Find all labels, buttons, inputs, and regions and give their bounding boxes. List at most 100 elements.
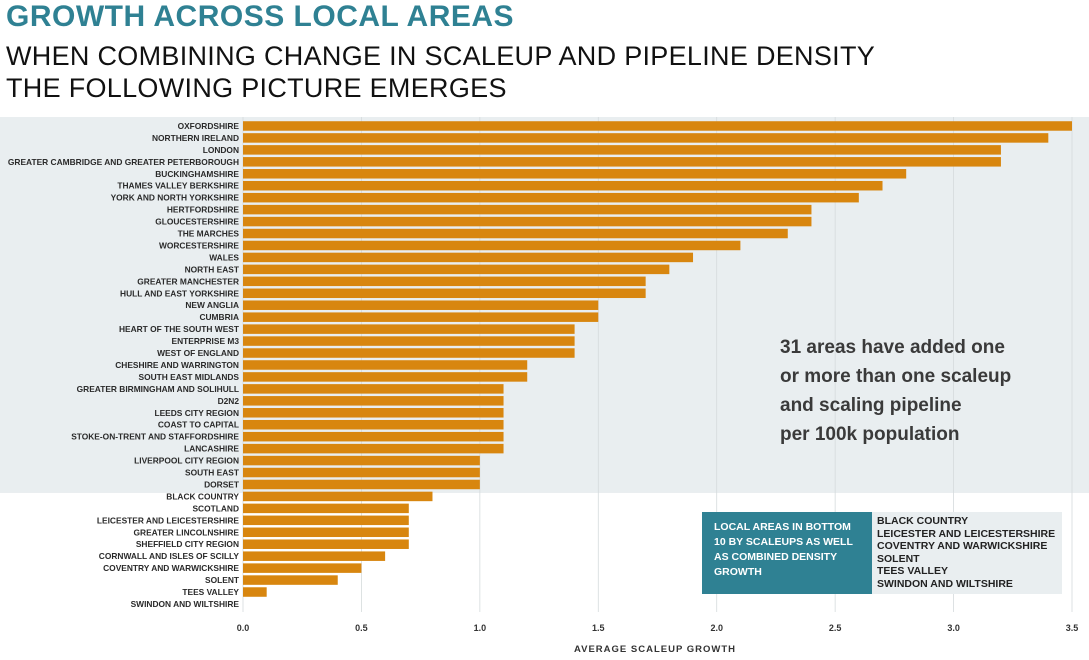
category-label: GREATER CAMBRIDGE AND GREATER PETERBOROU… (8, 157, 239, 167)
x-tick-label: 2.5 (829, 623, 842, 633)
category-label: GLOUCESTERSHIRE (155, 217, 239, 227)
category-label: WEST OF ENGLAND (157, 348, 239, 358)
bar (243, 192, 859, 203)
bar (243, 563, 362, 573)
category-label: LEEDS CITY REGION (154, 408, 239, 418)
category-label: D2N2 (218, 396, 240, 406)
category-label: GREATER MANCHESTER (137, 276, 239, 286)
category-label: CORNWALL AND ISLES OF SCILLY (99, 551, 240, 561)
category-label: TEES VALLEY (182, 587, 239, 597)
annotation-line: or more than one scaleup (780, 366, 1012, 387)
bar (243, 312, 599, 322)
legend-label-line: LOCAL AREAS IN BOTTOM (714, 521, 851, 533)
bar (243, 324, 575, 334)
annotation-line: and scaling pipeline (780, 395, 962, 416)
bar (243, 348, 575, 358)
legend-list-item: LEICESTER AND LEICESTERSHIRE (877, 527, 1056, 540)
bar (243, 133, 1049, 143)
bar (243, 575, 338, 585)
x-axis-label: AVERAGE SCALEUP GROWTH (574, 644, 736, 655)
category-label: NEW ANGLIA (185, 300, 239, 310)
category-label: STOKE-ON-TRENT AND STAFFORDSHIRE (71, 432, 239, 442)
bar (243, 216, 812, 227)
bar (243, 419, 504, 430)
bar (243, 288, 646, 299)
bar (243, 408, 504, 418)
bar (243, 228, 788, 239)
category-label: WALES (209, 252, 239, 262)
bar (243, 145, 1001, 155)
bar (243, 252, 694, 263)
x-tick-label: 0.0 (237, 623, 250, 633)
bar (243, 276, 646, 287)
x-tick-labels: 0.0 0.5 1.0 1.5 2.0 2.5 3.0 3.5 (237, 623, 1079, 633)
x-tick-label: 1.5 (592, 623, 605, 633)
category-label: BLACK COUNTRY (166, 491, 239, 501)
category-label: OXFORDSHIRE (178, 121, 240, 131)
category-label: LIVERPOOL CITY REGION (134, 456, 239, 466)
category-label: HEART OF THE SOUTH WEST (119, 324, 240, 334)
x-tick-label: 3.5 (1066, 623, 1079, 633)
bar (243, 180, 883, 191)
bars (243, 121, 1072, 597)
legend-list-item: SWINDON AND WILTSHIRE (877, 577, 1013, 590)
bar (243, 372, 528, 382)
category-label: BUCKINGHAMSHIRE (155, 169, 239, 179)
category-label: SHEFFIELD CITY REGION (136, 539, 239, 549)
category-label: HULL AND EAST YORKSHIRE (120, 288, 239, 298)
category-label: HERTFORDSHIRE (167, 205, 240, 215)
category-label: DORSET (204, 479, 240, 489)
x-tick-label: 1.0 (474, 623, 487, 633)
legend-box-label: LOCAL AREAS IN BOTTOM 10 BY SCALEUPS AS … (702, 512, 872, 594)
category-label: YORK AND NORTH YORKSHIRE (111, 193, 240, 203)
category-label: LEICESTER AND LEICESTERSHIRE (97, 515, 239, 525)
x-tick-label: 2.0 (710, 623, 723, 633)
bar (243, 240, 741, 251)
category-label: SCOTLAND (192, 503, 239, 513)
category-labels: OXFORDSHIRE NORTHERN IRELAND LONDON GREATER… (8, 121, 240, 609)
category-label: CUMBRIA (199, 312, 239, 322)
bar (243, 336, 575, 346)
category-label: SOUTH EAST MIDLANDS (139, 372, 240, 382)
category-label: CHESHIRE AND WARRINGTON (115, 360, 239, 370)
bar (243, 479, 480, 490)
bar (243, 467, 480, 478)
legend-label-line: AS COMBINED DENSITY (714, 551, 838, 563)
category-label: THE MARCHES (178, 229, 240, 239)
legend-box-list: BLACK COUNTRY LEICESTER AND LEICESTERSHI… (872, 512, 1062, 594)
category-label: NORTH EAST (185, 264, 240, 274)
bar (243, 300, 599, 310)
category-label: SWINDON AND WILTSHIRE (131, 599, 240, 609)
category-label: NORTHERN IRELAND (152, 133, 239, 143)
category-label: GREATER LINCOLNSHIRE (134, 527, 240, 537)
category-label: LANCASHIRE (184, 444, 239, 454)
bar (243, 551, 386, 561)
category-label: LONDON (203, 145, 239, 155)
bar (243, 587, 267, 597)
category-label: WORCESTERSHIRE (159, 240, 239, 250)
category-label: COAST TO CAPITAL (158, 420, 239, 430)
bar (243, 443, 504, 454)
annotation-line: per 100k population (780, 424, 960, 445)
bar (243, 121, 1072, 131)
bar (243, 264, 670, 275)
bar (243, 515, 409, 526)
page-title: GROWTH ACROSS LOCAL AREAS (6, 0, 515, 33)
x-tick-label: 3.0 (947, 623, 960, 633)
legend-list-item: COVENTRY AND WARWICKSHIRE (877, 540, 1048, 553)
bar (243, 539, 409, 549)
bar (243, 396, 504, 406)
bar (243, 491, 433, 502)
category-label: SOUTH EAST (185, 468, 240, 478)
legend-list-item: TEES VALLEY (877, 565, 948, 578)
category-label: COVENTRY AND WARWICKSHIRE (103, 563, 239, 573)
category-label: THAMES VALLEY BERKSHIRE (117, 181, 239, 191)
x-tick-label: 0.5 (355, 623, 368, 633)
category-label: SOLENT (205, 575, 240, 585)
legend-label-line: 10 BY SCALEUPS AS WELL (714, 536, 853, 548)
legend-list-item: SOLENT (877, 552, 920, 565)
legend-label-line: GROWTH (714, 566, 762, 578)
bar (243, 157, 1001, 167)
